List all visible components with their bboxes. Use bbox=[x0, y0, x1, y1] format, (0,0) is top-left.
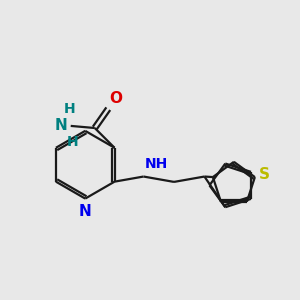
Text: NH: NH bbox=[145, 157, 168, 171]
Text: H: H bbox=[63, 102, 75, 116]
Text: N: N bbox=[54, 118, 67, 134]
Text: H: H bbox=[66, 135, 78, 149]
Text: O: O bbox=[110, 92, 122, 106]
Text: N: N bbox=[79, 204, 92, 219]
Text: S: S bbox=[258, 167, 269, 182]
